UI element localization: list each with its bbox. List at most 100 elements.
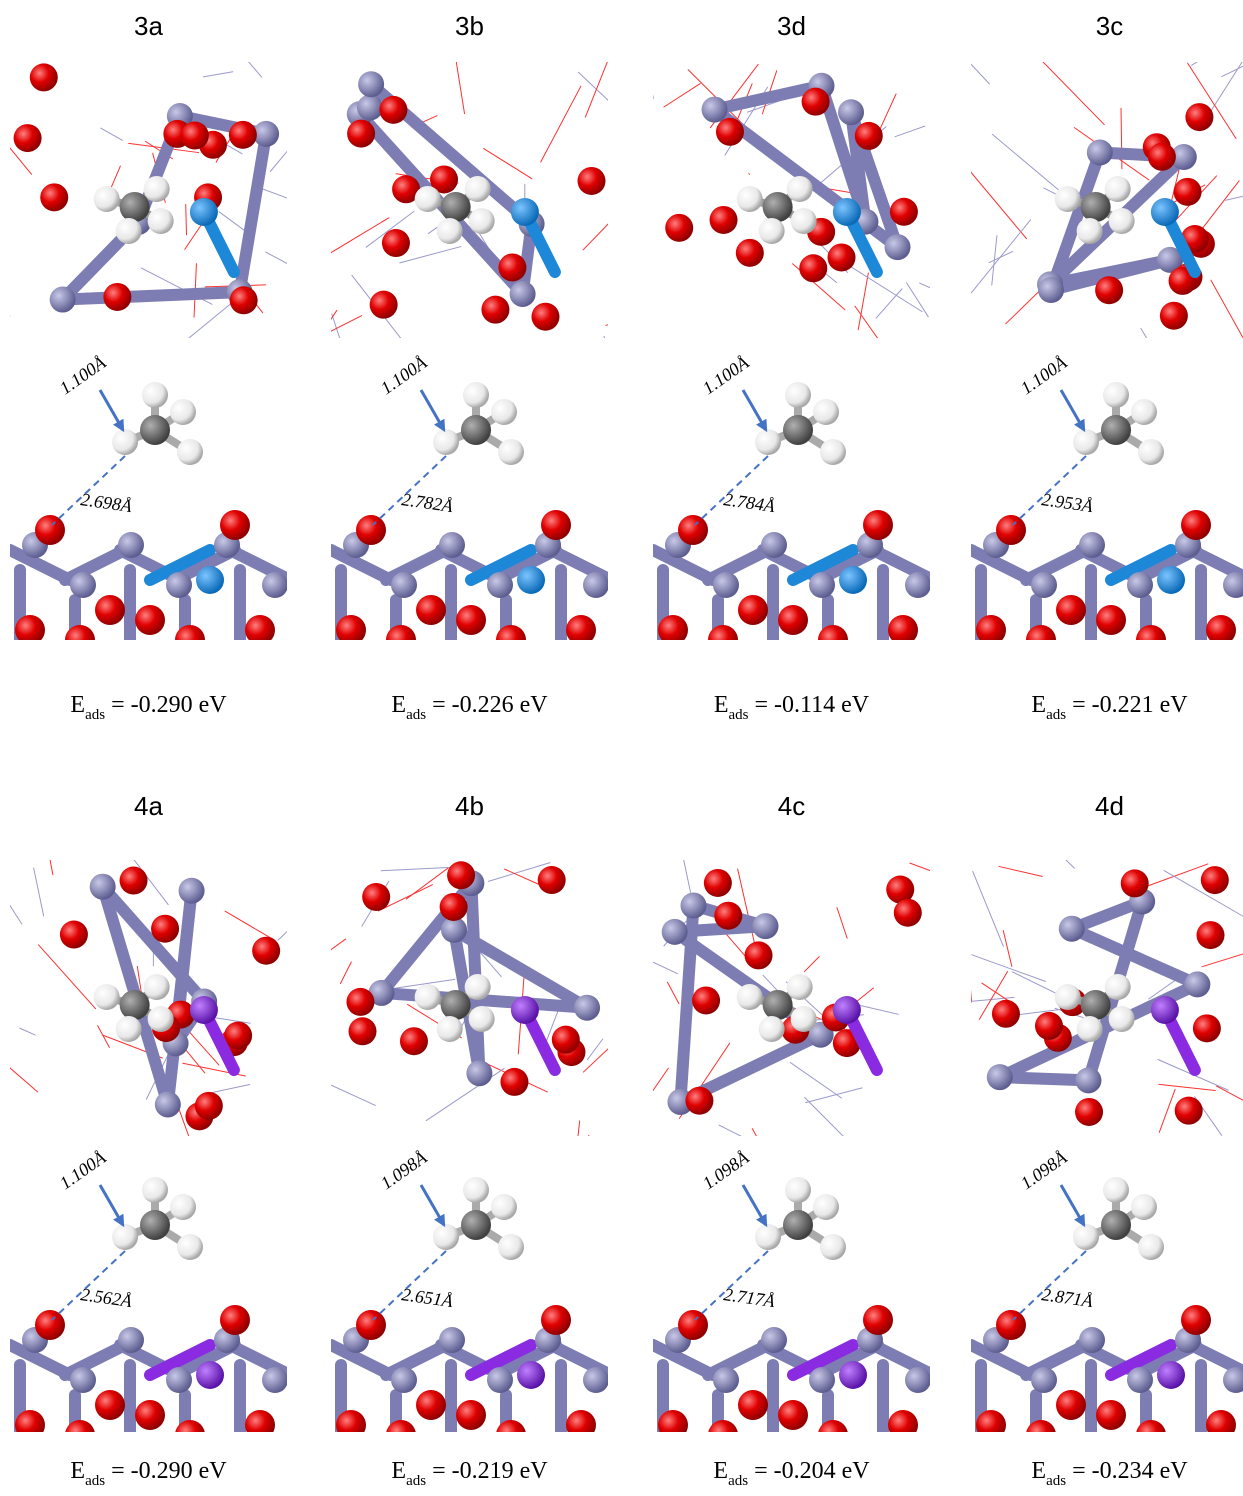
metal-atom xyxy=(510,281,536,307)
bond xyxy=(65,550,125,580)
bond xyxy=(332,314,354,382)
dopant-atom xyxy=(196,566,224,594)
oxygen-atom xyxy=(1193,1014,1221,1042)
hydrogen-atom xyxy=(1109,208,1135,234)
oxygen-atom xyxy=(538,866,566,894)
metal-atom xyxy=(1184,971,1210,997)
bond xyxy=(240,52,262,77)
panel-label: 4a xyxy=(134,791,163,821)
dopant-atom xyxy=(1151,996,1179,1024)
bond xyxy=(49,855,53,875)
side-view xyxy=(331,510,666,655)
adsorption-energy: Eads = -0.114 eV xyxy=(714,692,870,723)
side-view xyxy=(653,510,988,655)
bond xyxy=(287,310,337,385)
bond-arrow xyxy=(100,390,123,430)
hydrogen-atom xyxy=(465,176,491,202)
oxygen-atom xyxy=(1096,605,1126,635)
oxygen-atom xyxy=(349,1017,377,1045)
metal-atom xyxy=(1087,140,1113,166)
bond xyxy=(999,866,1042,876)
bond xyxy=(667,982,678,1004)
bond xyxy=(646,1068,668,1100)
hydrogen-atom xyxy=(1103,382,1129,408)
metal-atom xyxy=(905,1367,931,1393)
bond xyxy=(317,218,389,261)
figure: 3a2.698Å1.100ÅEads = -0.290 eV3b2.782Å1.… xyxy=(0,0,1243,1496)
oxygen-atom xyxy=(60,921,88,949)
hydrogen-atom xyxy=(1055,186,1081,212)
oxygen-atom xyxy=(888,1410,918,1440)
metal-atom xyxy=(391,572,417,598)
hydrogen-atom xyxy=(813,1194,839,1220)
oxygen-atom xyxy=(245,1410,275,1440)
metal-atom xyxy=(1223,1367,1243,1393)
top-view xyxy=(0,844,357,1141)
bond xyxy=(1211,280,1243,345)
hydrogen-atom xyxy=(755,429,781,455)
oxygen-atom xyxy=(714,902,742,930)
oxygen-atom xyxy=(230,286,258,314)
hydrogen-atom xyxy=(465,974,491,1000)
oxygen-atom xyxy=(416,1390,446,1420)
metal-atom xyxy=(1075,1067,1101,1093)
oxygen-atom xyxy=(745,941,773,969)
energy-value: = -0.226 eV xyxy=(426,692,548,718)
metal-atom xyxy=(680,892,706,918)
hydrogen-atom xyxy=(142,1177,168,1203)
distance-label: 2.953Å xyxy=(1040,489,1095,516)
adsorption-energy: Eads = -0.219 eV xyxy=(391,1458,548,1489)
top-view xyxy=(637,22,946,384)
oxygen-atom xyxy=(496,625,526,655)
oxygen-atom xyxy=(992,1000,1020,1028)
metal-atom xyxy=(50,287,76,313)
distance-label: 2.871Å xyxy=(1040,1284,1095,1311)
dopant-atom xyxy=(1151,198,1179,226)
oxygen-atom xyxy=(708,1420,738,1450)
oxygen-atom xyxy=(220,1305,250,1335)
oxygen-atom xyxy=(1206,1410,1236,1440)
bond xyxy=(664,84,700,107)
bond xyxy=(168,304,230,355)
panel-label: 4c xyxy=(778,791,805,821)
metal-atom xyxy=(1031,572,1057,598)
dopant-atom xyxy=(190,198,218,226)
carbon-atom xyxy=(140,415,170,445)
hydrogen-atom xyxy=(1109,1006,1135,1032)
oxygen-atom xyxy=(541,1305,571,1335)
bond xyxy=(321,1080,375,1105)
bond xyxy=(1,1060,37,1091)
oxygen-atom xyxy=(855,122,883,150)
bond-arrow xyxy=(1061,390,1084,430)
carbon-atom xyxy=(1081,192,1111,222)
dopant-atom xyxy=(833,198,861,226)
bond xyxy=(1033,52,1104,125)
metal-atom xyxy=(885,234,911,260)
oxygen-atom xyxy=(151,915,179,943)
oxygen-atom xyxy=(658,1410,688,1440)
panel-label: 3d xyxy=(777,11,806,41)
hydrogen-atom xyxy=(415,984,441,1010)
metal-atom xyxy=(439,532,465,558)
oxygen-atom xyxy=(347,120,375,148)
bond xyxy=(186,204,187,234)
metal-atom xyxy=(118,532,144,558)
oxygen-atom xyxy=(15,1410,45,1440)
bond xyxy=(971,220,1030,293)
energy-subscript: ads xyxy=(406,1473,426,1489)
oxygen-atom xyxy=(1197,921,1225,949)
oxygen-atom xyxy=(1026,1420,1056,1450)
adsorption-energy: Eads = -0.290 eV xyxy=(70,1458,227,1489)
hydrogen-atom xyxy=(433,429,459,455)
bond xyxy=(837,908,847,939)
bond xyxy=(574,1121,580,1174)
oxygen-atom xyxy=(658,615,688,645)
distance-label: 2.651Å xyxy=(400,1284,455,1311)
oxygen-atom xyxy=(736,239,764,267)
oxygen-atom xyxy=(498,253,526,281)
bond xyxy=(858,273,868,330)
metal-atom xyxy=(761,532,787,558)
oxygen-atom xyxy=(379,96,407,124)
hydrogen-atom xyxy=(785,1177,811,1203)
oxygen-atom xyxy=(1148,143,1176,171)
